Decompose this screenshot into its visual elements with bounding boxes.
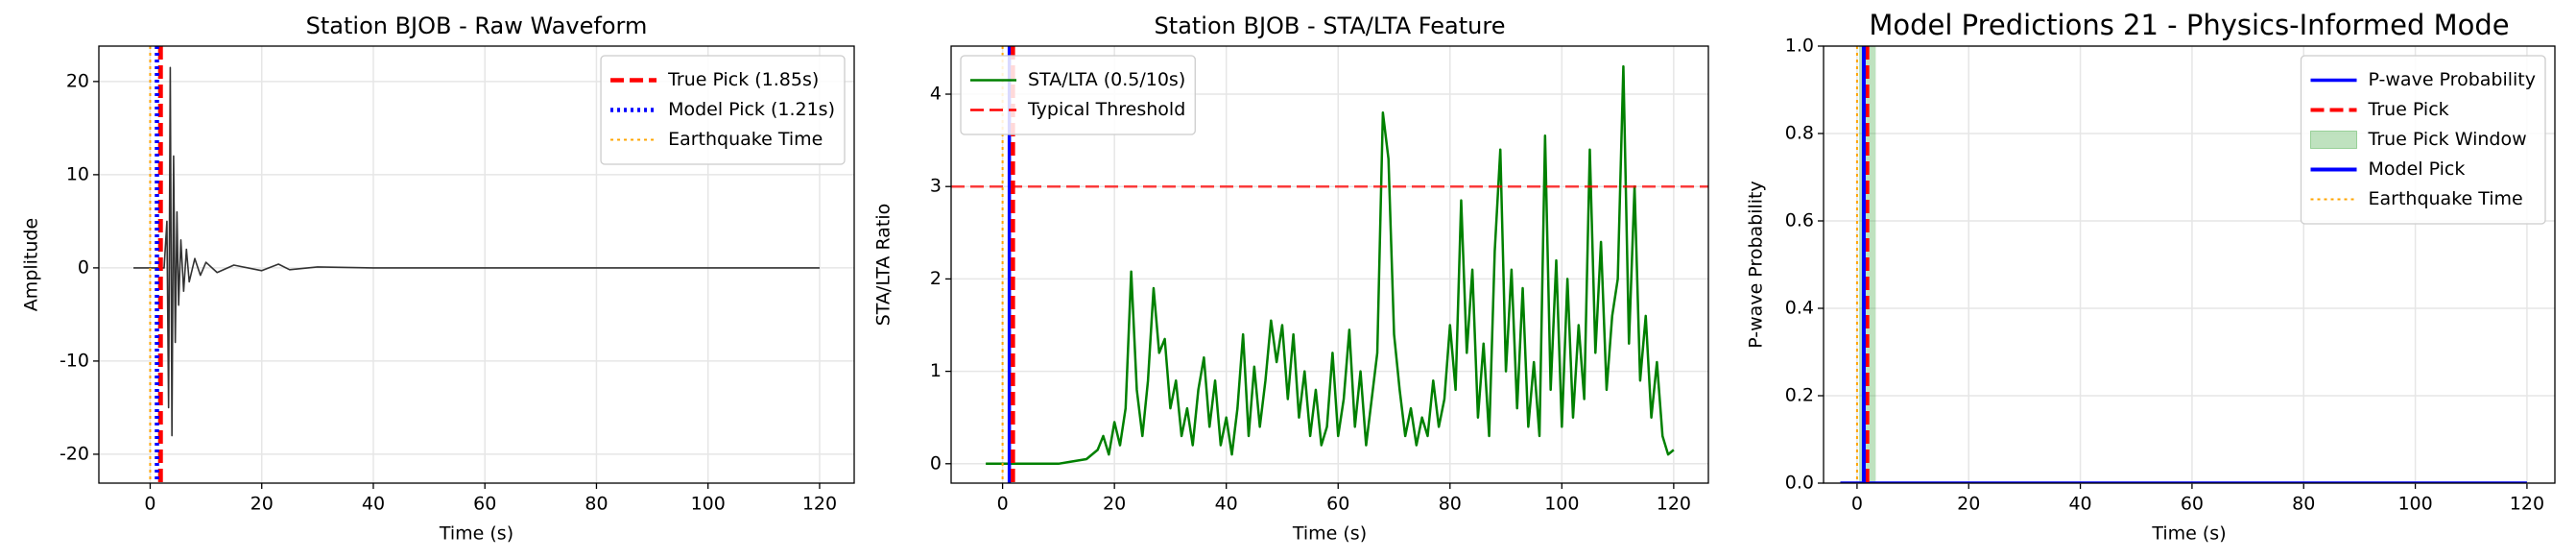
y-tick-label: 0.8	[1785, 123, 1814, 144]
axes-frame	[98, 45, 855, 484]
legend-label: Model Pick (1.21s)	[668, 99, 835, 120]
y-axis-label: STA/LTA Ratio	[873, 204, 894, 327]
x-tick-label: 0	[997, 494, 1009, 515]
x-tick-label: 40	[1215, 494, 1238, 515]
x-tick-label: 0	[144, 494, 155, 515]
x-tick-label: 20	[250, 494, 274, 515]
y-tick-label: 20	[66, 70, 89, 91]
legend-label: STA/LTA (0.5/10s)	[1028, 69, 1185, 90]
y-tick-label: 0.0	[1785, 473, 1814, 494]
chart-title: Station BJOB - Raw Waveform	[306, 12, 648, 39]
x-tick-label: 40	[362, 494, 385, 515]
axes-frame	[1823, 45, 2556, 484]
x-tick-label: 100	[691, 494, 726, 515]
legend-label: True Pick Window	[2368, 129, 2527, 150]
x-tick-label: 120	[802, 494, 837, 515]
y-tick-label: 0.6	[1785, 210, 1814, 231]
y-tick-label: 1	[930, 360, 942, 381]
legend-label: Earthquake Time	[2369, 188, 2523, 209]
y-tick-label: 1.0	[1785, 36, 1814, 57]
chart-title: Station BJOB - STA/LTA Feature	[1155, 12, 1506, 39]
x-axis-label: Time (s)	[439, 523, 513, 545]
legend-swatch	[2310, 131, 2357, 149]
x-tick-label: 60	[473, 494, 496, 515]
x-tick-label: 80	[584, 494, 608, 515]
x-tick-label: 20	[1103, 494, 1126, 515]
x-axis-label: Time (s)	[2151, 523, 2226, 545]
y-tick-label: 3	[930, 176, 942, 197]
x-tick-label: 120	[1657, 494, 1691, 515]
x-tick-label: 20	[1957, 494, 1980, 515]
legend-label: Typical Threshold	[1027, 99, 1185, 120]
legend-label: True Pick (1.85s)	[667, 69, 819, 90]
legend-label: Earthquake Time	[668, 129, 823, 150]
x-tick-label: 0	[1851, 494, 1863, 515]
legend-box	[2300, 55, 2546, 225]
subplot: Station BJOB - STA/LTA Feature Time (s) ST…	[873, 12, 1709, 545]
x-tick-label: 80	[1439, 494, 1462, 515]
y-axis-label: P-wave Probability	[1746, 181, 1767, 349]
y-tick-label: 4	[930, 84, 942, 105]
subplot: Model Predictions 21 - Physics-Informed …	[1746, 9, 2556, 545]
y-tick-label: -10	[60, 350, 89, 371]
legend-label: P-wave Probability	[2369, 69, 2537, 90]
data-line	[986, 64, 1675, 466]
legend-label: Model Pick	[2369, 158, 2466, 180]
chart-title: Model Predictions 21 - Physics-Informed …	[1869, 9, 2509, 41]
y-tick-label: 0	[930, 452, 942, 474]
y-axis-label: Amplitude	[21, 218, 42, 311]
legend: True Pick (1.85s) Model Pick (1.21s) Earth…	[600, 55, 846, 165]
legend-box	[960, 55, 1196, 135]
plot-area	[133, 46, 820, 483]
y-tick-label: -20	[60, 443, 89, 464]
y-tick-label: 0.4	[1785, 298, 1814, 319]
x-tick-label: 40	[2068, 494, 2091, 515]
y-tick-label: 10	[66, 163, 89, 184]
x-tick-label: 100	[1544, 494, 1579, 515]
subplot: Station BJOB - Raw Waveform Time (s) Ampli…	[21, 12, 855, 545]
x-axis-label: Time (s)	[1292, 523, 1367, 545]
plot-area	[1840, 46, 2527, 483]
data-line	[133, 66, 820, 437]
legend-label: True Pick	[2368, 99, 2449, 120]
legend-box	[600, 55, 846, 165]
legend: P-wave Probability True Pick True Pick Win…	[2300, 55, 2546, 225]
y-tick-label: 0	[78, 256, 89, 278]
legend: STA/LTA (0.5/10s) Typical Threshold	[960, 55, 1196, 135]
x-tick-label: 100	[2397, 494, 2432, 515]
x-tick-label: 80	[2292, 494, 2315, 515]
y-tick-label: 2	[930, 268, 942, 289]
x-tick-label: 60	[2181, 494, 2204, 515]
axes-frame	[950, 45, 1709, 484]
x-tick-label: 120	[2510, 494, 2544, 515]
x-tick-label: 60	[1326, 494, 1349, 515]
y-tick-label: 0.2	[1785, 385, 1814, 406]
